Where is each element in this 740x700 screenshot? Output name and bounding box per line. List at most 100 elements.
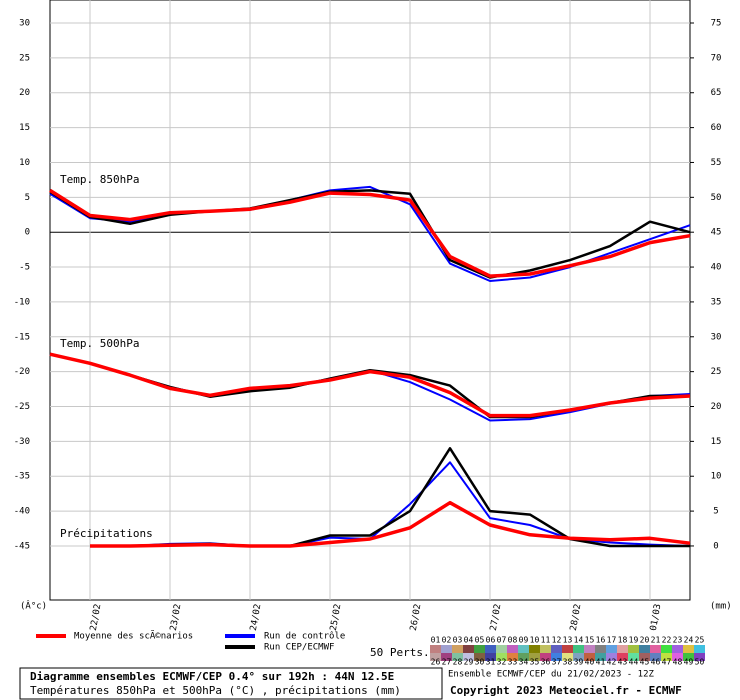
pert-swatch [463, 653, 474, 661]
y-tick-label: 30 [19, 19, 30, 29]
pert-label: 01 [431, 636, 441, 645]
pert-label: 03 [453, 636, 463, 645]
y2-tick-label: 15 [711, 437, 722, 447]
legend-label: Run CEP/ECMWF [264, 643, 334, 653]
y-tick-label: 15 [19, 123, 30, 133]
pert-swatch [672, 653, 683, 661]
pert-swatch [496, 645, 507, 653]
pert-swatch [628, 645, 639, 653]
pert-swatch [628, 653, 639, 661]
pert-label: 05 [475, 636, 485, 645]
pert-swatch [507, 653, 518, 661]
y2-tick-label: 70 [711, 53, 722, 63]
x-tick-label: 01/03 [649, 603, 664, 631]
panel-label: Précipitations [60, 527, 153, 540]
pert-label: 09 [519, 636, 529, 645]
y2-tick-label: 10 [711, 472, 722, 482]
x-tick-label: 25/02 [329, 603, 344, 631]
pert-label: 48 [673, 658, 683, 667]
pert-label: 39 [574, 658, 584, 667]
y2-tick-label: 40 [711, 263, 722, 273]
pert-label: 21 [651, 636, 661, 645]
pert-swatch [518, 653, 529, 661]
y-tick-label: 25 [19, 53, 30, 63]
pert-label: 50 [695, 658, 705, 667]
pert-swatch [573, 645, 584, 653]
y-tick-label: 0 [25, 228, 30, 238]
pert-swatch [661, 653, 672, 661]
y-tick-label: -35 [14, 472, 30, 482]
pert-swatch [606, 653, 617, 661]
pert-swatch [430, 653, 441, 661]
pert-label: 32 [497, 658, 507, 667]
pert-swatch [551, 653, 562, 661]
pert-label: 25 [695, 636, 705, 645]
pert-label: 11 [541, 636, 551, 645]
pert-swatch [562, 653, 573, 661]
panel-label: Temp. 850hPa [60, 173, 139, 186]
pert-label: 45 [640, 658, 650, 667]
pert-label: 29 [464, 658, 474, 667]
pert-swatch [595, 645, 606, 653]
pert-label: 42 [607, 658, 617, 667]
pert-swatch [485, 653, 496, 661]
pert-label: 37 [552, 658, 562, 667]
pert-label: 10 [530, 636, 540, 645]
y2-axis-unit: (mm) [710, 602, 732, 612]
y-tick-label: -40 [14, 507, 30, 517]
pert-label: 07 [497, 636, 507, 645]
pert-label: 44 [629, 658, 639, 667]
pert-label: 02 [442, 636, 452, 645]
caption-box [19, 667, 443, 700]
pert-label: 06 [486, 636, 496, 645]
pert-label: 13 [563, 636, 573, 645]
pert-swatch [518, 645, 529, 653]
pert-swatch [617, 645, 628, 653]
y2-tick-label: 50 [711, 193, 722, 203]
pert-swatch [452, 653, 463, 661]
x-tick-label: 26/02 [409, 603, 424, 631]
pert-label: 36 [541, 658, 551, 667]
y2-tick-label: 60 [711, 123, 722, 133]
x-tick-label: 27/02 [489, 603, 504, 631]
y-tick-label: -5 [19, 263, 30, 273]
pert-swatch [507, 645, 518, 653]
y-tick-label: -10 [14, 297, 30, 307]
pert-swatch [529, 653, 540, 661]
perts-label: 50 Perts. [370, 646, 430, 659]
pert-label: 31 [486, 658, 496, 667]
pert-label: 46 [651, 658, 661, 667]
y-tick-label: -30 [14, 437, 30, 447]
y2-tick-label: 55 [711, 158, 722, 168]
pert-label: 14 [574, 636, 584, 645]
pert-label: 26 [431, 658, 441, 667]
pert-swatch [584, 645, 595, 653]
x-tick-label: 24/02 [249, 603, 264, 631]
pert-swatch [562, 645, 573, 653]
pert-label: 22 [662, 636, 672, 645]
pert-label: 33 [508, 658, 518, 667]
series-line [49, 189, 691, 279]
pert-label: 41 [596, 658, 606, 667]
pert-swatch [441, 645, 452, 653]
grid [50, 0, 690, 600]
pert-swatch [529, 645, 540, 653]
pert-swatch [496, 653, 507, 661]
pert-swatch [639, 653, 650, 661]
pert-label: 08 [508, 636, 518, 645]
pert-label: 43 [618, 658, 628, 667]
pert-swatch [650, 645, 661, 653]
y2-tick-label: 5 [713, 507, 718, 517]
pert-label: 24 [684, 636, 694, 645]
pert-label: 16 [596, 636, 606, 645]
series-line [49, 188, 691, 278]
y-tick-label: 10 [19, 158, 30, 168]
pert-swatch [452, 645, 463, 653]
pert-swatch [683, 653, 694, 661]
pert-label: 27 [442, 658, 452, 667]
y-tick-label: 5 [25, 193, 30, 203]
y-tick-label: -45 [14, 541, 30, 551]
pert-label: 38 [563, 658, 573, 667]
pert-swatch [683, 645, 694, 653]
